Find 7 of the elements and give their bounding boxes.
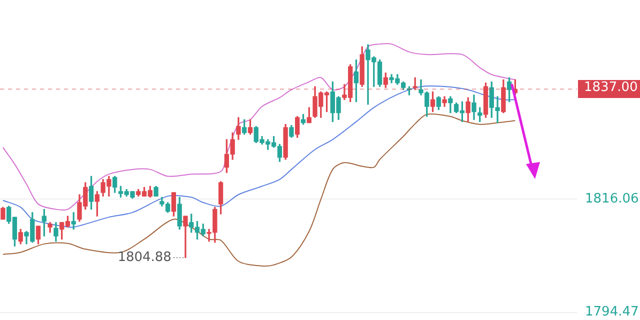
line-series <box>2 113 516 267</box>
y-tick-label: 1816.06 <box>585 191 639 206</box>
y-tick-label: 1794.47 <box>585 304 639 320</box>
annotation: 1804.88 <box>118 250 172 266</box>
candlestick <box>183 216 188 258</box>
ref-line-label: 1837.00 <box>578 80 640 98</box>
line-series <box>2 43 516 210</box>
